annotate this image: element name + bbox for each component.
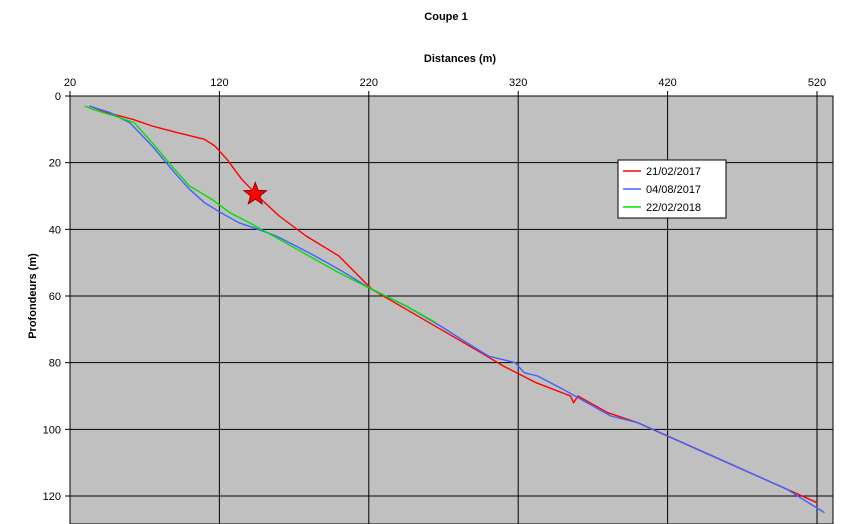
x-tick-label: 20 (64, 77, 76, 89)
x-axis-title: Distances (m) (424, 53, 496, 65)
y-axis-title: Profondeurs (m) (27, 253, 39, 339)
chart-title: Coupe 1 (424, 11, 467, 23)
y-tick-label: 20 (49, 158, 61, 170)
y-tick-label: 40 (49, 224, 61, 236)
x-tick-label: 120 (210, 77, 228, 89)
x-tick-label: 220 (360, 77, 378, 89)
y-tick-label: 0 (55, 91, 61, 103)
x-axis-ticks: 20 120 220 320 420 520 (64, 77, 826, 96)
series-group (84, 105, 825, 514)
x-tick-label: 320 (509, 77, 527, 89)
x-tick-label: 420 (658, 77, 676, 89)
legend-label-3: 22/02/2018 (646, 202, 701, 214)
legend-label-1: 21/02/2017 (646, 166, 701, 178)
y-tick-label: 80 (49, 358, 61, 370)
y-tick-label: 60 (49, 291, 61, 303)
legend: 21/02/2017 04/08/2017 22/02/2018 (617, 159, 727, 219)
y-tick-label: 100 (43, 424, 61, 436)
legend-label-2: 04/08/2017 (646, 184, 701, 196)
annotations (242, 181, 268, 205)
y-axis-ticks: 0 20 40 60 80 100 120 (43, 91, 70, 503)
x-tick-label: 520 (808, 77, 826, 89)
y-tick-label: 120 (43, 491, 61, 503)
star-marker (242, 181, 268, 205)
series-line-3 (84, 105, 437, 324)
